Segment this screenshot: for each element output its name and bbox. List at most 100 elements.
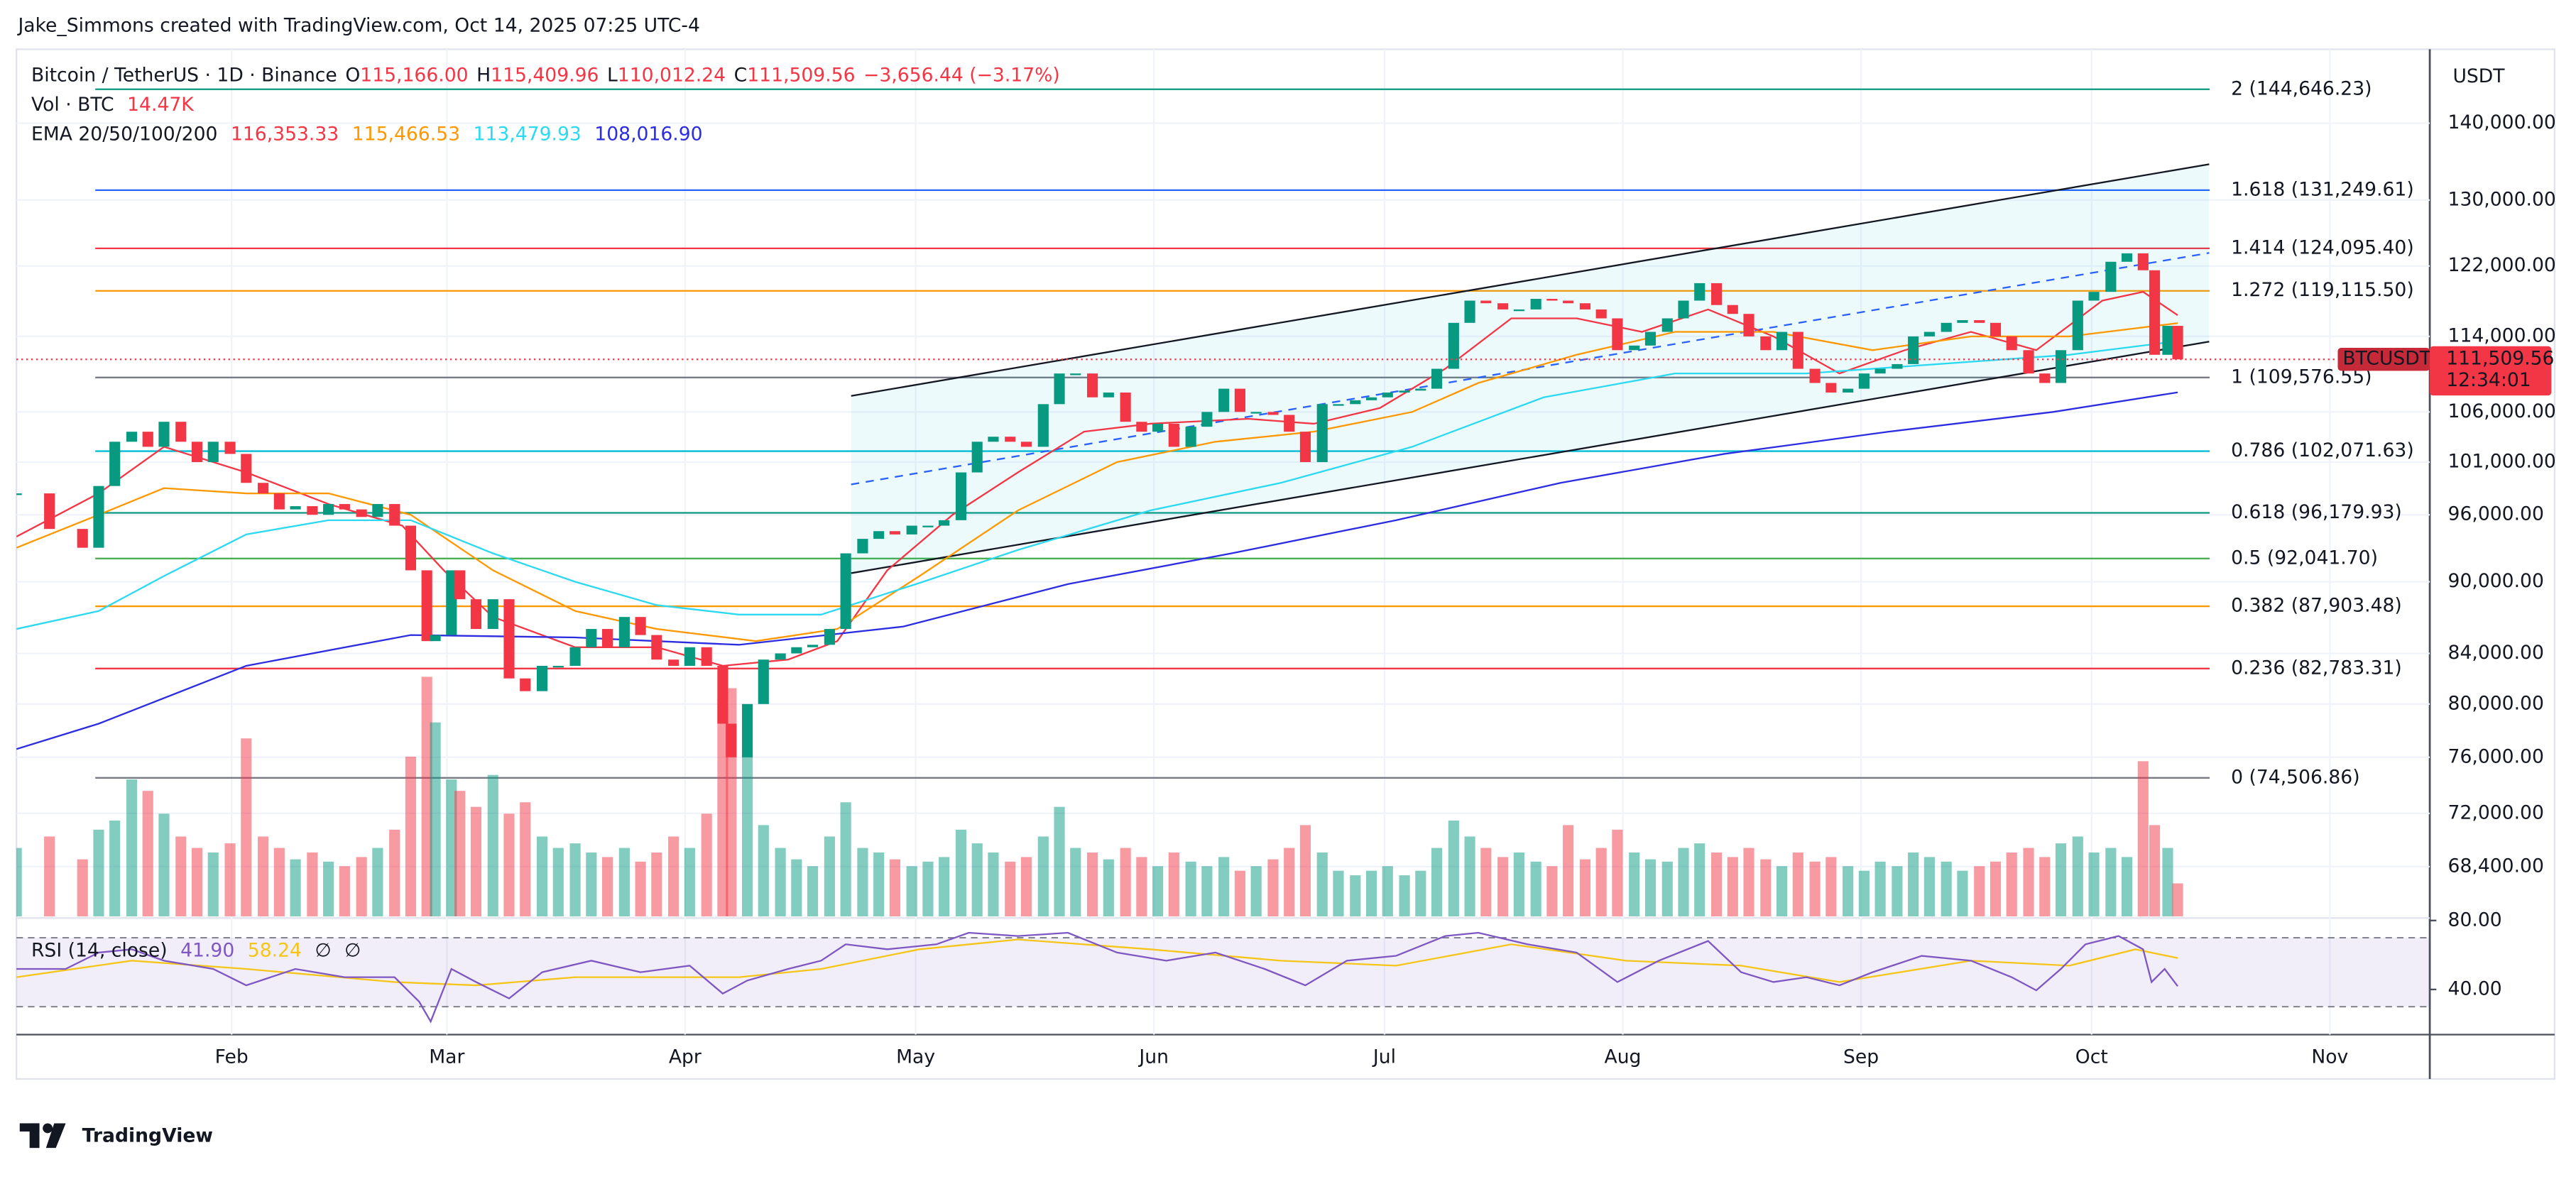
candle (1776, 332, 1788, 351)
attribution: Jake_Simmons created with TradingView.co… (16, 15, 699, 37)
y-tick-label: 72,000.00 (2448, 801, 2544, 823)
candle (323, 504, 334, 515)
volume-bar (552, 848, 564, 916)
volume-bar (536, 836, 548, 916)
volume-bar (741, 756, 753, 916)
candle (1546, 299, 1558, 301)
volume-bar (1350, 875, 1361, 916)
volume-bar (1843, 866, 1854, 916)
volume-bar (1858, 870, 1870, 916)
candle (536, 665, 548, 691)
volume-bar (955, 829, 967, 916)
fib-label: 0.382 (87,903.48) (2231, 595, 2402, 617)
legend-item: 41.90 (180, 939, 234, 961)
ema-line (16, 391, 2178, 750)
candle (290, 506, 301, 510)
candle (454, 570, 466, 600)
volume-bar (1957, 870, 1968, 916)
volume-bar (1415, 870, 1426, 916)
volume-bar (1316, 852, 1328, 916)
legend-item: 113,479.93 (474, 123, 582, 145)
volume-bar (807, 866, 819, 916)
volume-bar (2162, 848, 2173, 916)
volume-bar (1168, 852, 1179, 916)
candle (684, 647, 695, 666)
volume-bar (142, 791, 153, 916)
ema-line (16, 340, 2178, 630)
volume-bar (16, 848, 22, 916)
volume-bar (1234, 870, 1245, 916)
candle (372, 504, 383, 517)
volume-bar (1218, 857, 1230, 916)
candle (1464, 300, 1475, 323)
candle (1070, 373, 1081, 376)
currency-label: USDT (2452, 65, 2505, 87)
volume-bar (1120, 848, 1131, 916)
volume-bar (77, 859, 88, 916)
candle (1350, 400, 1361, 405)
volume-bar (224, 843, 236, 916)
legend-item: 115,466.53 (352, 123, 460, 145)
rsi-tick-label: 80.00 (2448, 909, 2502, 931)
volume-bar (1497, 857, 1509, 916)
candle (1792, 332, 1803, 369)
volume-bar (1825, 857, 1837, 916)
candle (339, 504, 350, 510)
y-tick-label: 106,000.00 (2448, 400, 2556, 422)
candle (840, 553, 851, 630)
volume-bar (323, 861, 334, 916)
candle (1563, 300, 1574, 304)
candle (758, 659, 769, 704)
rsi-tick-label: 40.00 (2448, 977, 2502, 999)
volume-bar (1579, 859, 1591, 916)
x-tick-label: Feb (215, 1046, 249, 1068)
y-tick-label: 101,000.00 (2448, 450, 2556, 472)
candle (1103, 392, 1114, 398)
legend-item: H (476, 64, 491, 86)
candle (487, 599, 498, 630)
candle (1923, 332, 1935, 336)
y-tick-label: 130,000.00 (2448, 188, 2556, 210)
volume-bar (503, 813, 515, 916)
candle (1892, 363, 1903, 369)
candle (1267, 412, 1279, 415)
fib-label: 0.618 (96,179.93) (2231, 501, 2402, 523)
y-tick-label: 96,000.00 (2448, 503, 2544, 525)
volume-bar (635, 861, 646, 916)
y-tick-label: 68,400.00 (2448, 855, 2544, 877)
candle (1168, 423, 1179, 447)
channel-line (851, 252, 2210, 486)
volume-bar (258, 836, 269, 916)
volume-bar (775, 848, 786, 916)
legend-item: O (345, 64, 360, 86)
candle (873, 531, 885, 539)
rsi-line (16, 931, 2178, 1024)
volume-bar (701, 813, 712, 916)
volume-bar (1941, 861, 1952, 916)
candle (2122, 253, 2133, 262)
frame (15, 48, 2556, 1080)
volume-bar (1267, 859, 1279, 916)
candle (241, 454, 252, 483)
channel-line (851, 163, 2210, 397)
legend-item: 14.47K (127, 94, 194, 116)
volume-bar (470, 806, 482, 916)
legend: Vol · BTC 14.47K (31, 94, 194, 116)
volume-bar (824, 836, 835, 916)
volume-bar (922, 861, 934, 916)
candle (651, 635, 662, 660)
volume-bar (601, 857, 613, 916)
volume-bar (421, 676, 432, 916)
volume-bar (2006, 852, 2017, 916)
price-label: 111,509.56 (2446, 348, 2554, 370)
candle (1005, 437, 1016, 442)
x-tick-label: Mar (429, 1046, 464, 1068)
fib-label: 1.272 (119,115.50) (2231, 279, 2414, 301)
candle (175, 422, 187, 442)
candle (1974, 320, 1985, 323)
candle (2137, 253, 2149, 270)
fib-label: 0.5 (92,041.70) (2231, 547, 2378, 569)
volume-bar (1431, 848, 1443, 916)
candle (356, 509, 367, 517)
